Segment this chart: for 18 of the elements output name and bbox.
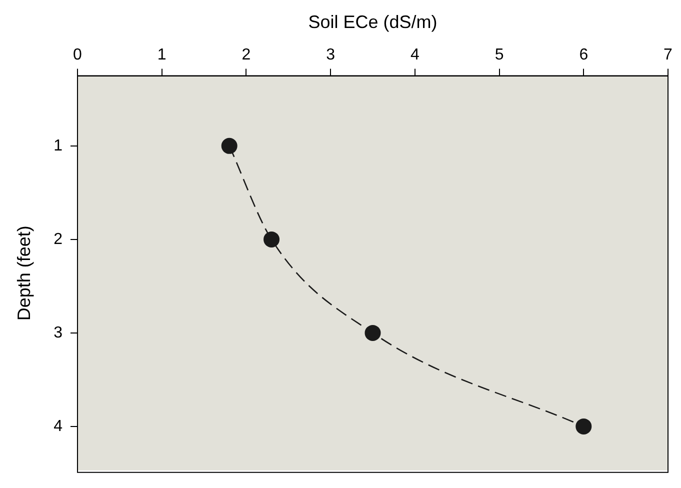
y-tick-label: 3 xyxy=(54,324,63,342)
point xyxy=(364,324,381,341)
point xyxy=(221,138,238,154)
x-tick-label: 3 xyxy=(326,46,336,64)
x-tick-label: 4 xyxy=(410,46,420,64)
x-tick-label: 1 xyxy=(157,46,166,64)
x-tick-label: 7 xyxy=(664,46,673,64)
x-tick-label: 6 xyxy=(579,46,588,64)
x-axis-title: Soil ECe (dS/m) xyxy=(308,12,438,32)
x-tick-label: 5 xyxy=(494,46,504,64)
point xyxy=(576,418,592,434)
y-tick-label: 2 xyxy=(54,230,63,248)
y-tick-label: 4 xyxy=(54,418,63,435)
y-axis-title: Depth (feet) xyxy=(14,226,34,321)
x-tick-label: 2 xyxy=(242,46,251,64)
y-tick-label: 1 xyxy=(54,137,63,154)
point xyxy=(264,231,280,248)
x-tick-label: 0 xyxy=(73,46,82,64)
